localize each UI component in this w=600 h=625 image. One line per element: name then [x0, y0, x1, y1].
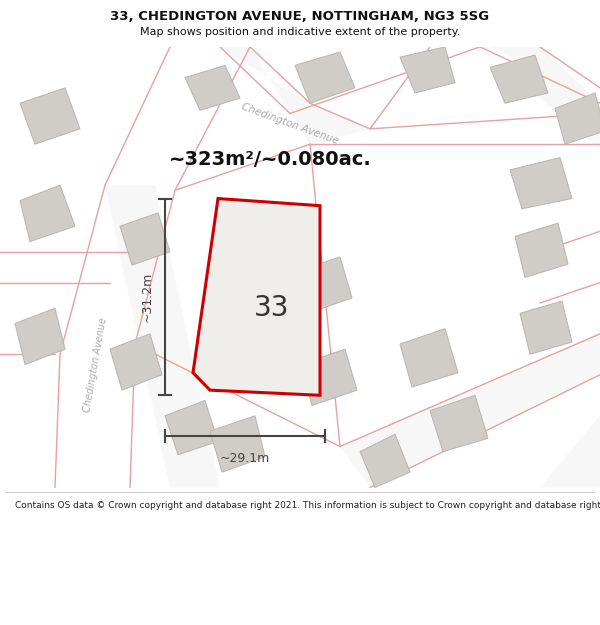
Text: ~31.2m: ~31.2m: [140, 272, 154, 322]
Polygon shape: [520, 301, 572, 354]
Polygon shape: [170, 47, 370, 144]
Text: Contains OS data © Crown copyright and database right 2021. This information is : Contains OS data © Crown copyright and d…: [15, 501, 600, 510]
Text: Chedington Avenue: Chedington Avenue: [240, 101, 340, 146]
Polygon shape: [295, 52, 355, 103]
Text: ~323m²/~0.080ac.: ~323m²/~0.080ac.: [169, 150, 371, 169]
Polygon shape: [20, 185, 75, 242]
Polygon shape: [300, 349, 357, 406]
Polygon shape: [400, 329, 458, 387]
Polygon shape: [515, 223, 568, 278]
Polygon shape: [105, 185, 220, 488]
Polygon shape: [540, 416, 600, 488]
Polygon shape: [480, 47, 600, 139]
Text: 33, CHEDINGTON AVENUE, NOTTINGHAM, NG3 5SG: 33, CHEDINGTON AVENUE, NOTTINGHAM, NG3 5…: [110, 10, 490, 23]
Polygon shape: [430, 395, 488, 452]
Polygon shape: [165, 401, 218, 455]
Polygon shape: [490, 55, 548, 103]
Polygon shape: [20, 88, 80, 144]
Polygon shape: [110, 334, 162, 390]
Polygon shape: [360, 434, 410, 488]
Polygon shape: [430, 47, 600, 149]
Polygon shape: [340, 334, 600, 488]
Text: ~29.1m: ~29.1m: [220, 452, 270, 465]
Polygon shape: [295, 257, 352, 313]
Text: Chedington Avenue: Chedington Avenue: [82, 316, 108, 412]
Text: Map shows position and indicative extent of the property.: Map shows position and indicative extent…: [140, 26, 460, 36]
Polygon shape: [193, 199, 320, 395]
Text: 33: 33: [254, 294, 290, 322]
Polygon shape: [555, 93, 600, 144]
Polygon shape: [185, 66, 240, 111]
Polygon shape: [15, 308, 65, 364]
Polygon shape: [120, 213, 170, 265]
Polygon shape: [210, 416, 265, 472]
Polygon shape: [400, 47, 455, 93]
Polygon shape: [510, 158, 572, 209]
